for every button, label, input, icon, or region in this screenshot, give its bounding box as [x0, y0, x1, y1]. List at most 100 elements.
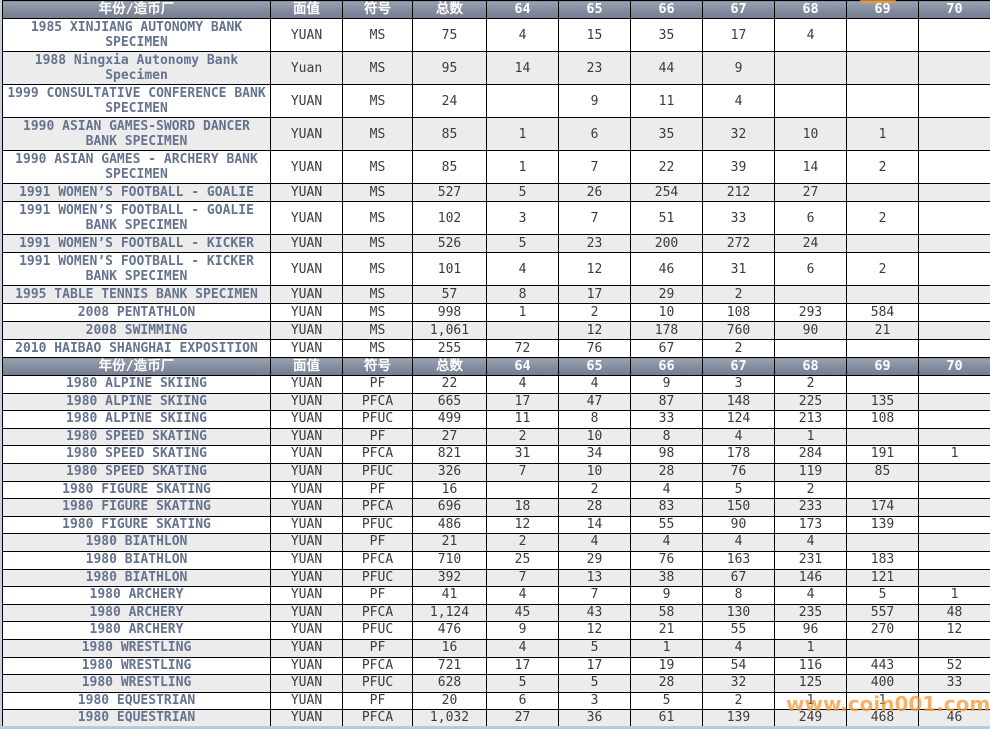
- total-cell: 20: [412, 691, 487, 711]
- year-mint-cell: 2008 PENTATHLON: [2, 303, 271, 322]
- header-total: 总数: [412, 357, 487, 376]
- header-grade-68: 68: [774, 0, 847, 19]
- grade-69-cell: 139: [846, 515, 919, 535]
- grade-65-cell: 12: [558, 321, 631, 340]
- grade-66-cell: 35: [630, 117, 703, 151]
- grade-68-cell: 2: [774, 480, 847, 500]
- grade-66-cell: 46: [630, 252, 703, 286]
- grade-66-cell: 21: [630, 621, 703, 640]
- grade-68-cell: 284: [774, 445, 847, 464]
- grade-67-cell: 4: [702, 84, 775, 118]
- grade-66-cell: 28: [630, 462, 703, 482]
- denomination-cell: YUAN: [270, 392, 343, 412]
- grade-67-cell: 148: [702, 392, 775, 412]
- grade-66-cell: 76: [630, 550, 703, 570]
- grade-64-cell: 4: [486, 18, 559, 52]
- table-row: 1980 FIGURE SKATING YUAN PFUC 486 12 14 55 90 17…: [2, 515, 990, 535]
- grade-68-cell: 10: [774, 117, 847, 151]
- grade-68-cell: [774, 339, 847, 358]
- denomination-cell: YUAN: [270, 285, 343, 304]
- symbol-cell: PFUC: [342, 462, 413, 482]
- symbol-cell: PF: [342, 586, 413, 605]
- grade-69-cell: 121: [846, 568, 919, 588]
- symbol-cell: PFCA: [342, 498, 413, 517]
- grade-66-cell: 33: [630, 410, 703, 429]
- header-grade-65: 65: [558, 357, 631, 376]
- year-mint-cell: 1980 FIGURE SKATING: [2, 498, 271, 517]
- grade-68-cell: 1: [774, 427, 847, 447]
- symbol-cell: MS: [342, 234, 413, 253]
- grade-65-cell: 12: [558, 252, 631, 286]
- denomination-cell: YUAN: [270, 150, 343, 184]
- grade-65-cell: 7: [558, 150, 631, 184]
- grade-64-cell: 3: [486, 201, 559, 235]
- grade-65-cell: 15: [558, 18, 631, 52]
- grade-67-cell: 4: [702, 533, 775, 552]
- grade-70-cell: 1: [918, 445, 990, 464]
- year-mint-cell: 1991 WOMEN’S FOOTBALL - GOALIE: [2, 183, 271, 202]
- grade-64-cell: 25: [486, 550, 559, 570]
- grade-65-cell: 29: [558, 550, 631, 570]
- grade-66-cell: 51: [630, 201, 703, 235]
- header-total: 总数: [412, 0, 487, 19]
- total-cell: 101: [412, 252, 487, 286]
- grade-66-cell: 67: [630, 339, 703, 358]
- grade-70-cell: [918, 51, 990, 85]
- denomination-cell: YUAN: [270, 603, 343, 623]
- grade-70-cell: [918, 691, 990, 711]
- year-mint-cell: 1980 FIGURE SKATING: [2, 515, 271, 535]
- grade-64-cell: 1: [486, 303, 559, 322]
- table-row: 1980 BIATHLON YUAN PFCA 710 25 29 76 163 231 183: [2, 550, 990, 570]
- header-denomination: 面值: [270, 357, 343, 376]
- year-mint-cell: 1980 SPEED SKATING: [2, 445, 271, 464]
- grade-64-cell: 1: [486, 117, 559, 151]
- table-row: 1991 WOMEN’S FOOTBALL - GOALIE YUAN MS 527 5…: [2, 183, 990, 202]
- denomination-cell: YUAN: [270, 515, 343, 535]
- table-row: 2008 PENTATHLON YUAN MS 998 1 2 10 108 293 584: [2, 303, 990, 322]
- grade-65-cell: 13: [558, 568, 631, 588]
- grade-68-cell: 90: [774, 321, 847, 340]
- denomination-cell: YUAN: [270, 498, 343, 517]
- symbol-cell: PFUC: [342, 410, 413, 429]
- total-cell: 16: [412, 480, 487, 500]
- grade-66-cell: 44: [630, 51, 703, 85]
- grade-66-cell: 55: [630, 515, 703, 535]
- grade-65-cell: 5: [558, 674, 631, 693]
- grade-67-cell: 130: [702, 603, 775, 623]
- grade-70-cell: 52: [918, 656, 990, 676]
- table-row: 1980 WRESTLING YUAN PFUC 628 5 5 28 32 125 400 33: [2, 674, 990, 693]
- grade-70-cell: [918, 427, 990, 447]
- grade-68-cell: 2: [774, 375, 847, 394]
- grade-66-cell: 58: [630, 603, 703, 623]
- denomination-cell: YUAN: [270, 462, 343, 482]
- table-row: 1980 SPEED SKATING YUAN PF 27 2 10 8 4 1: [2, 427, 990, 447]
- header-grade-70: 70: [918, 357, 990, 376]
- grade-66-cell: 11: [630, 84, 703, 118]
- grade-65-cell: 9: [558, 84, 631, 118]
- grade-69-cell: 174: [846, 498, 919, 517]
- grade-65-cell: 17: [558, 656, 631, 676]
- denomination-cell: YUAN: [270, 550, 343, 570]
- total-cell: 41: [412, 586, 487, 605]
- symbol-cell: PFCA: [342, 445, 413, 464]
- grade-65-cell: 3: [558, 691, 631, 711]
- denomination-cell: YUAN: [270, 201, 343, 235]
- grade-69-cell: 2: [846, 252, 919, 286]
- grade-70-cell: 48: [918, 603, 990, 623]
- table-row: 1980 ALPINE SKIING YUAN PFCA 665 17 47 87 148 22…: [2, 392, 990, 412]
- grade-66-cell: 200: [630, 234, 703, 253]
- grade-65-cell: 43: [558, 603, 631, 623]
- grade-64-cell: 9: [486, 621, 559, 640]
- grade-65-cell: 12: [558, 621, 631, 640]
- total-cell: 57: [412, 285, 487, 304]
- symbol-cell: MS: [342, 321, 413, 340]
- grade-68-cell: 4: [774, 533, 847, 552]
- header-grade-64: 64: [486, 0, 559, 19]
- grade-67-cell: 139: [702, 709, 775, 728]
- table-row: 1980 WRESTLING YUAN PFCA 721 17 17 19 54 116 443 5…: [2, 656, 990, 676]
- grade-68-cell: 24: [774, 234, 847, 253]
- symbol-cell: MS: [342, 18, 413, 52]
- grade-68-cell: [774, 84, 847, 118]
- year-mint-cell: 1990 ASIAN GAMES - ARCHERY BANK SPECIMEN: [2, 150, 271, 184]
- grade-66-cell: 1: [630, 638, 703, 658]
